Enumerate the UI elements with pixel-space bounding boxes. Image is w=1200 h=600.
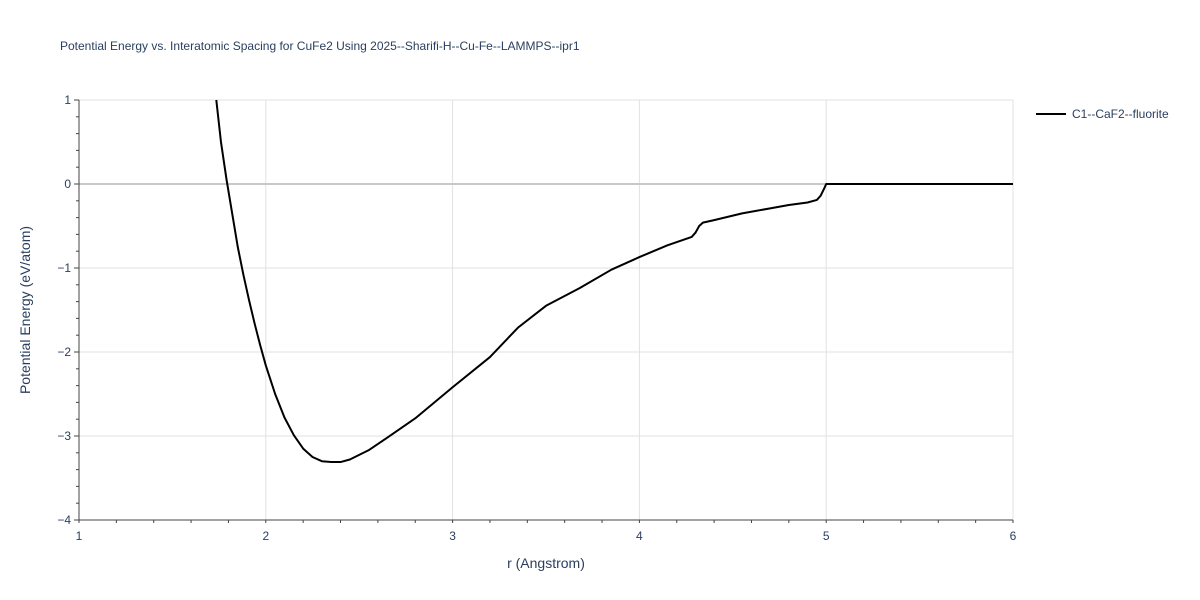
x-tick-label: 5 [823, 529, 830, 543]
x-axis-title: r (Angstrom) [507, 555, 585, 571]
y-tick-label: 0 [64, 177, 71, 191]
series-layer [215, 99, 1013, 464]
grid-layer [79, 99, 1014, 520]
y-axis-title: Potential Energy (eV/atom) [17, 226, 33, 394]
y-tick-label: −4 [57, 513, 71, 527]
x-tick-label: 3 [449, 529, 456, 543]
y-tick-label: 1 [64, 93, 71, 107]
series-line[interactable] [215, 99, 1013, 464]
y-tick-label: −3 [57, 429, 71, 443]
chart-title: Potential Energy vs. Interatomic Spacing… [60, 39, 580, 53]
x-tick-label: 6 [1010, 529, 1017, 543]
x-tick-label: 2 [262, 529, 269, 543]
legend-label: C1--CaF2--fluorite [1072, 107, 1169, 121]
y-tick-label: −2 [57, 345, 71, 359]
legend[interactable]: C1--CaF2--fluorite [1036, 107, 1169, 121]
axis-layer: 1 2 3 4 5 6 1 0 −1 −2 −3 −4 [57, 93, 1016, 543]
x-tick-label: 4 [636, 529, 643, 543]
y-tick-label: −1 [57, 261, 71, 275]
x-tick-label: 1 [76, 529, 83, 543]
